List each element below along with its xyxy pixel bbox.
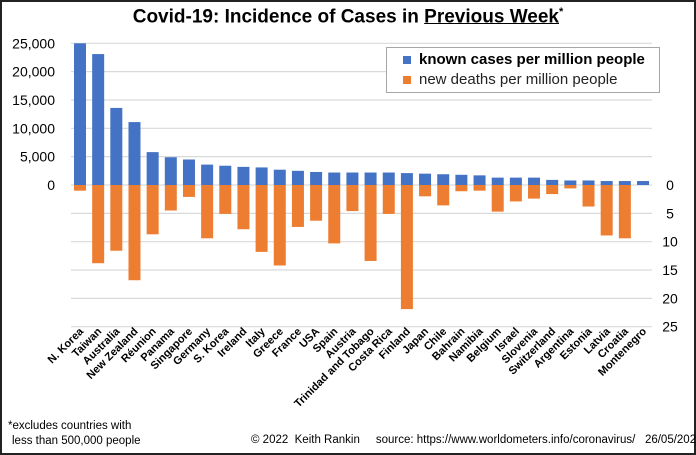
- bar-deaths: [92, 185, 105, 264]
- bar-cases: [255, 167, 268, 185]
- copyright: © 2022 Keith Rankin: [251, 434, 360, 446]
- right-axis-ticks: 0 5 10 15 20 25: [662, 177, 678, 335]
- bar-cases: [328, 172, 341, 185]
- right-axis-tick-label: 20: [662, 290, 678, 306]
- left-axis-tick-label: 5,000: [20, 149, 55, 165]
- bar-deaths: [437, 185, 450, 206]
- bar-cases: [400, 173, 413, 185]
- title-prefix: Covid-19: Incidence of Cases in: [132, 6, 425, 28]
- bar-deaths: [400, 185, 413, 310]
- bar-cases: [637, 181, 649, 185]
- bar-deaths: [328, 185, 341, 244]
- bar-cases: [219, 165, 232, 185]
- bar-deaths: [255, 185, 268, 252]
- bar-deaths: [473, 185, 486, 191]
- legend-item-deaths: new deaths per million people: [403, 71, 617, 88]
- bar-cases: [455, 174, 468, 185]
- bar-deaths: [491, 185, 504, 212]
- legend-swatch-cases: [403, 55, 411, 64]
- title-underlined: Previous Week: [424, 6, 559, 28]
- bar-cases: [618, 181, 631, 185]
- left-axis-tick-label: 10,000: [12, 120, 55, 136]
- bar-deaths: [291, 185, 304, 227]
- bar-cases: [346, 172, 359, 185]
- title-asterisk: *: [558, 6, 564, 18]
- legend-label-cases: known cases per million people: [419, 51, 645, 68]
- bar-deaths: [546, 185, 559, 195]
- bar-cases: [164, 157, 177, 185]
- bar-deaths: [219, 185, 232, 214]
- left-axis-tick-label: 15,000: [12, 92, 55, 108]
- bar-cases: [128, 122, 141, 185]
- date: 26/05/2022: [644, 434, 696, 446]
- bar-deaths: [128, 185, 141, 281]
- credits: © 2022 Keith Rankin source: https://www.…: [251, 434, 696, 446]
- bar-cases: [92, 54, 105, 185]
- bar-deaths: [74, 185, 86, 191]
- right-axis-tick-label: 10: [662, 234, 678, 250]
- right-axis-tick-label: 5: [666, 205, 674, 221]
- left-axis-ticks: 25,000 20,000 15,000 10,000 5,000 0: [12, 35, 55, 193]
- footnote-line-2: less than 500,000 people: [12, 435, 141, 447]
- footnote: *excludes countries with less than 500,0…: [8, 419, 141, 449]
- bar-cases: [74, 43, 86, 185]
- bar-deaths: [273, 185, 286, 266]
- bar-cases: [291, 170, 304, 185]
- left-axis-tick-label: 20,000: [12, 64, 55, 80]
- bar-deaths: [110, 185, 123, 251]
- bar-deaths: [455, 185, 468, 192]
- bar-cases: [110, 107, 123, 185]
- source: source: https://www.worldometers.info/co…: [375, 434, 636, 446]
- bar-cases: [564, 180, 577, 185]
- bar-deaths: [509, 185, 522, 202]
- bar-deaths: [600, 185, 613, 236]
- left-axis-tick-label: 0: [47, 177, 55, 193]
- left-axis-tick-label: 25,000: [12, 35, 55, 51]
- bar-cases: [546, 179, 559, 185]
- bar-deaths: [164, 185, 177, 211]
- bar-deaths: [310, 185, 323, 221]
- bar-deaths: [419, 185, 432, 197]
- bar-cases: [419, 173, 432, 185]
- bar-cases: [382, 172, 395, 185]
- bar-cases: [582, 180, 595, 185]
- right-axis-tick-label: 25: [662, 319, 678, 335]
- bar-cases: [509, 177, 522, 185]
- bar-cases: [146, 152, 159, 185]
- bar-cases: [310, 171, 323, 185]
- bar-cases: [273, 169, 286, 185]
- bar-cases: [491, 177, 504, 185]
- bar-deaths: [182, 185, 195, 197]
- bar-deaths: [201, 185, 214, 239]
- bar-cases: [364, 172, 377, 185]
- bar-cases: [437, 174, 450, 185]
- bar-cases: [182, 159, 195, 185]
- legend-item-cases: known cases per million people: [403, 51, 645, 68]
- bar-cases: [473, 175, 486, 185]
- right-axis-tick-label: 0: [666, 177, 674, 193]
- right-axis-tick-label: 15: [662, 262, 678, 278]
- bar-cases: [201, 164, 214, 185]
- bars: [74, 43, 649, 310]
- bar-deaths: [618, 185, 631, 239]
- bar-deaths: [564, 185, 577, 189]
- bar-deaths: [146, 185, 159, 235]
- bar-deaths: [582, 185, 595, 207]
- bar-cases: [600, 181, 613, 185]
- bar-deaths: [382, 185, 395, 214]
- bar-deaths: [237, 185, 250, 230]
- legend-swatch-deaths: [403, 75, 411, 84]
- footnote-line-1: *excludes countries with: [8, 420, 132, 432]
- bar-cases: [528, 177, 541, 185]
- bar-deaths: [346, 185, 359, 212]
- chart-title: Covid-19: Incidence of Cases in Previous…: [0, 6, 696, 28]
- bar-deaths: [528, 185, 541, 199]
- legend: known cases per million people new death…: [386, 47, 660, 93]
- bar-deaths: [364, 185, 377, 261]
- legend-label-deaths: new deaths per million people: [419, 71, 618, 88]
- bar-cases: [237, 166, 250, 185]
